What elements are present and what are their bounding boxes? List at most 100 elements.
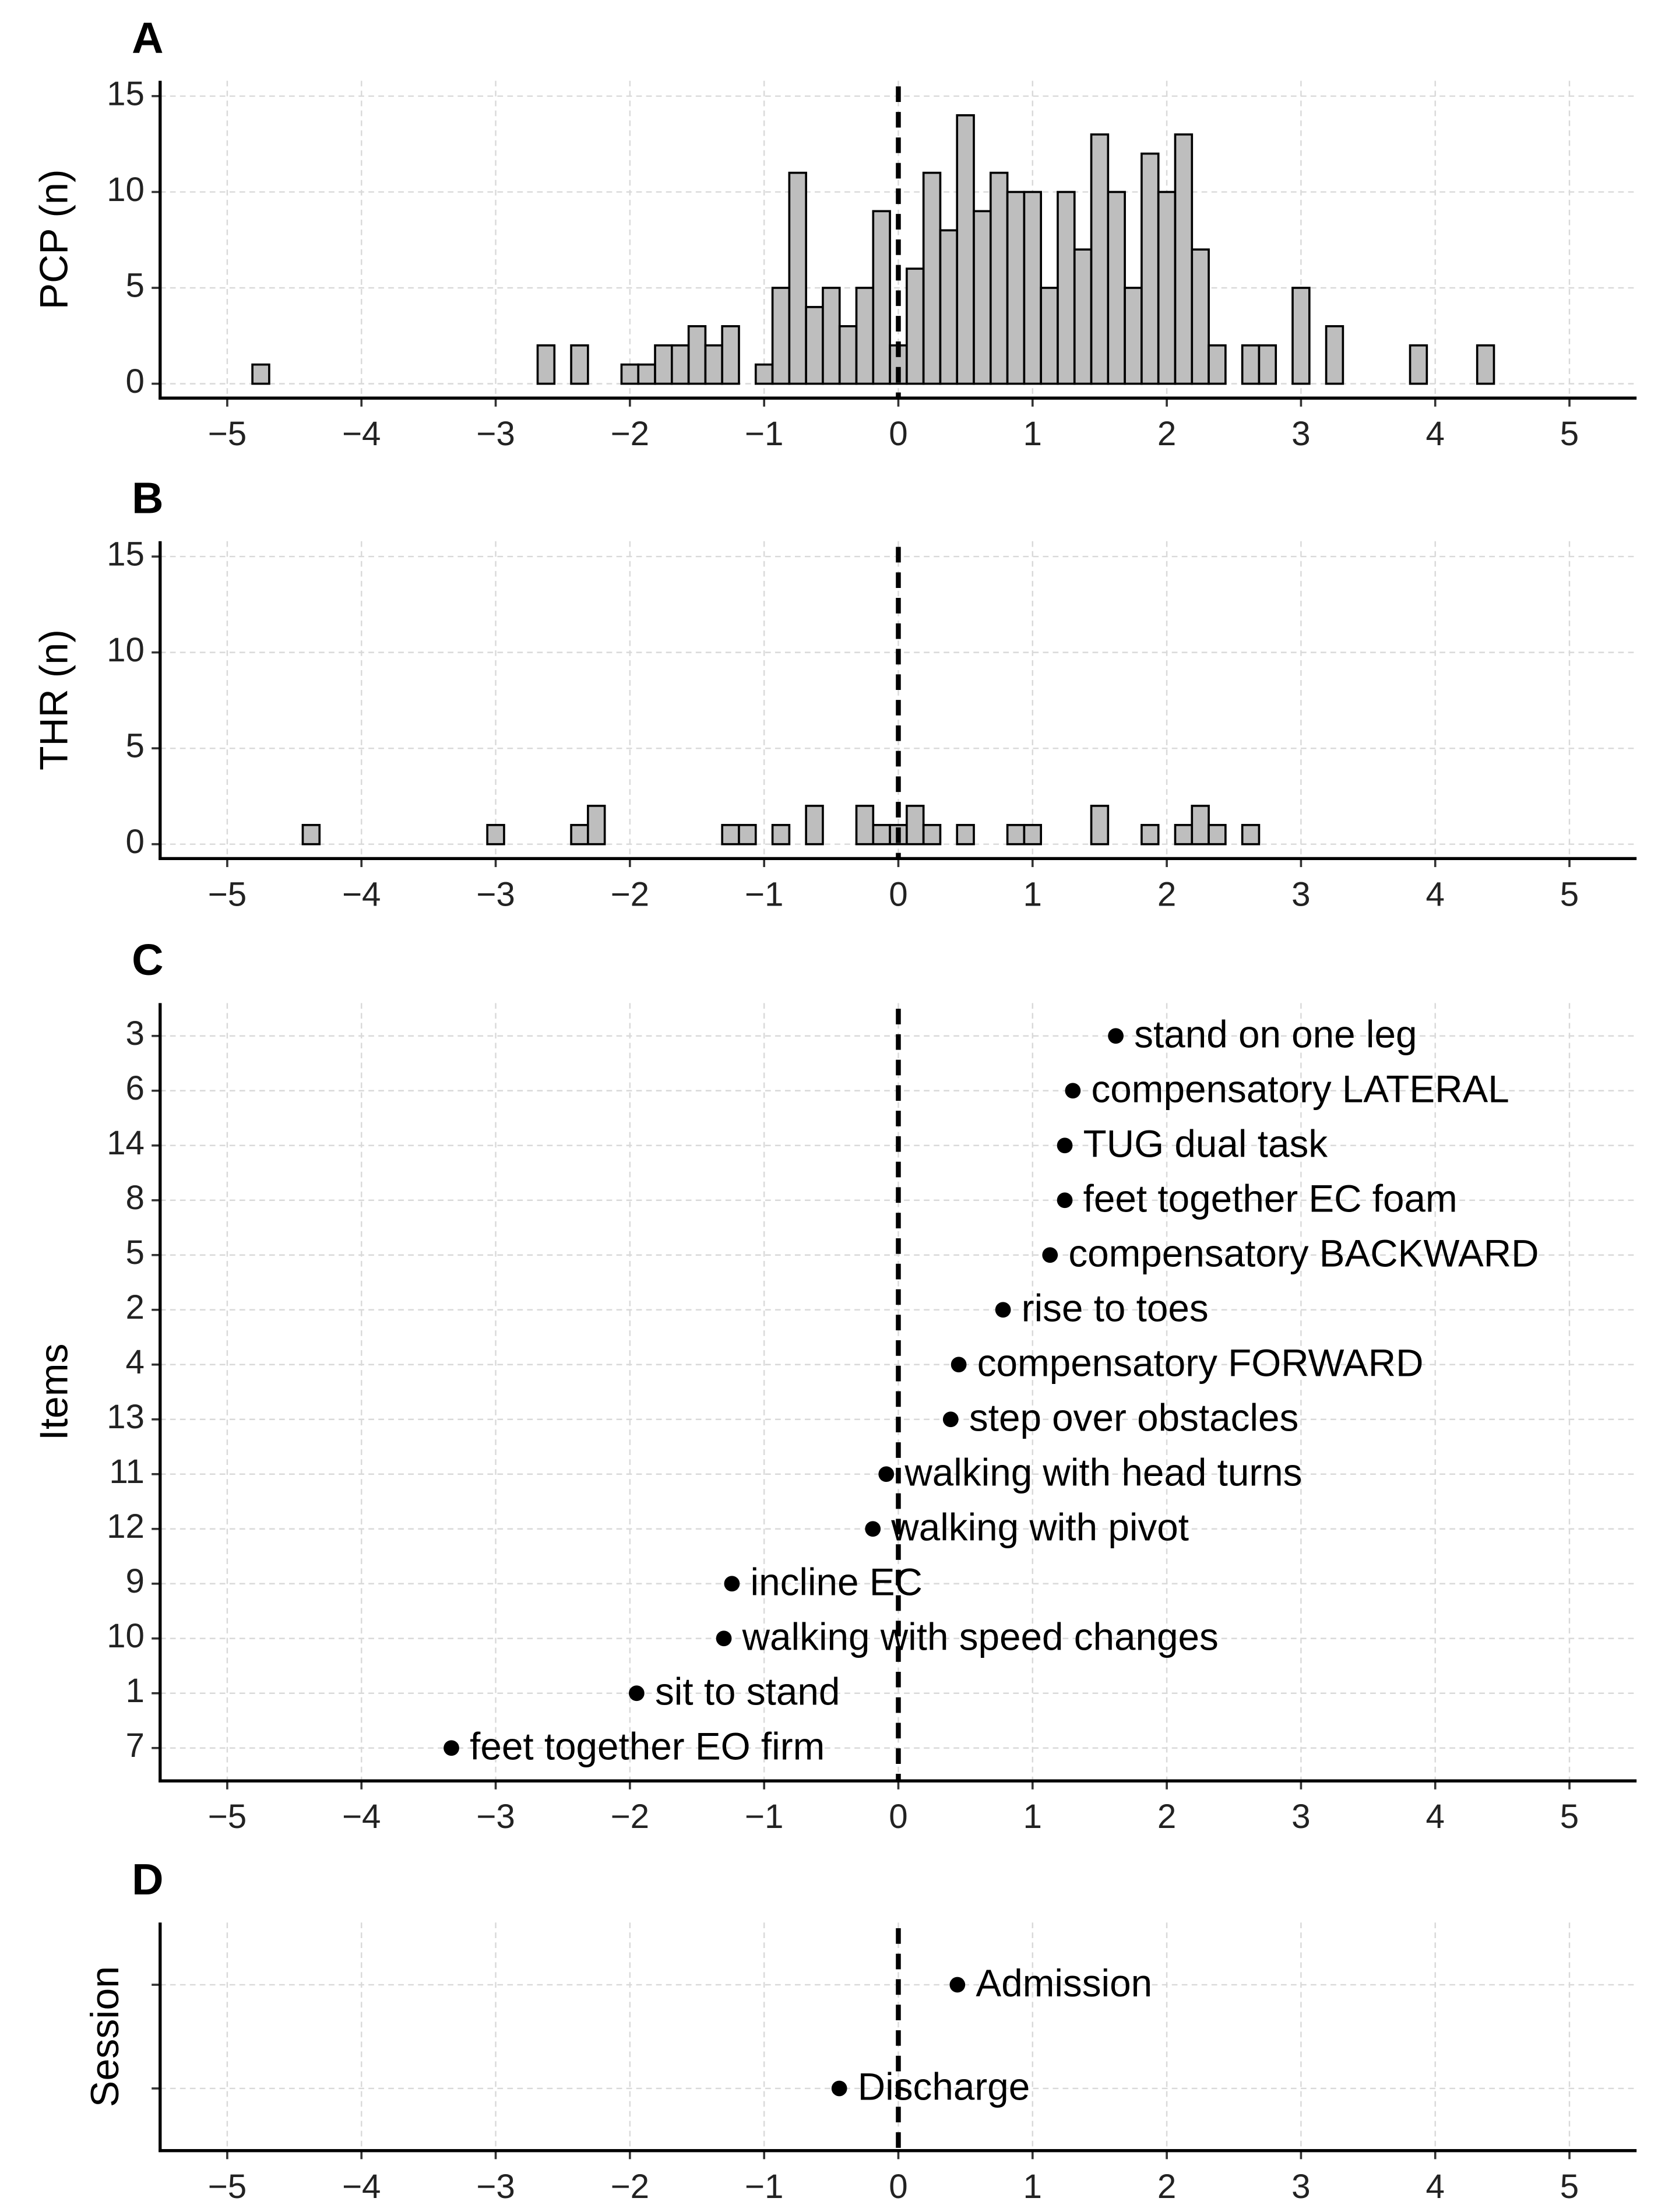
x-tick-label: −3 — [476, 1798, 515, 1836]
bar — [1174, 823, 1194, 846]
bar — [805, 805, 824, 846]
x-tick-label: −2 — [611, 415, 650, 453]
y-tick-label: 7 — [126, 1727, 145, 1764]
bar — [838, 325, 858, 385]
bar — [1057, 191, 1076, 385]
y-tick-label: 12 — [107, 1507, 145, 1545]
x-tick-label: 0 — [889, 2168, 907, 2206]
bar — [251, 363, 270, 385]
bar — [1291, 287, 1311, 385]
bar — [805, 306, 824, 385]
bar — [1090, 805, 1110, 846]
bar — [687, 325, 707, 385]
x-tick-label: 1 — [1023, 2168, 1042, 2206]
x-tick-label: −3 — [476, 875, 515, 913]
bar — [956, 114, 975, 385]
bar — [587, 805, 606, 846]
x-tick-label: −1 — [745, 1798, 784, 1836]
x-tick-label: 0 — [889, 415, 907, 453]
y-tick-label: 0 — [126, 823, 145, 861]
bar — [671, 344, 690, 385]
x-tick-label: 1 — [1023, 875, 1042, 913]
bar — [637, 363, 656, 385]
y-tick-label: 6 — [126, 1069, 145, 1107]
point-label: Admission — [976, 1962, 1152, 2005]
bar — [704, 344, 724, 385]
x-tick-label: −4 — [342, 875, 381, 913]
bar — [1258, 344, 1277, 385]
bar — [1141, 152, 1160, 385]
bar — [620, 363, 640, 385]
bar — [1241, 823, 1261, 846]
point — [1057, 1192, 1073, 1209]
bar — [956, 823, 975, 846]
x-tick-label: −4 — [342, 415, 381, 453]
x-tick-label: 5 — [1560, 415, 1579, 453]
bar — [1191, 805, 1210, 846]
point-label: sit to stand — [655, 1671, 840, 1713]
bar — [906, 805, 925, 846]
y-tick-label: 15 — [107, 75, 145, 112]
x-tick-label: −4 — [342, 2168, 381, 2206]
point-label: feet together EO firm — [470, 1725, 825, 1768]
panel-letter: C — [132, 935, 163, 984]
bar — [1006, 191, 1026, 385]
y-tick-label: 10 — [107, 171, 145, 209]
bar — [1241, 344, 1261, 385]
point — [443, 1740, 459, 1756]
bar — [570, 823, 589, 846]
y-tick-label: 5 — [126, 1234, 145, 1271]
x-tick-label: 4 — [1425, 415, 1444, 453]
x-tick-label: 4 — [1425, 875, 1444, 913]
x-tick-label: −4 — [342, 1798, 381, 1836]
panel-letter: A — [132, 13, 163, 62]
x-tick-label: 1 — [1023, 1798, 1042, 1836]
bar — [1023, 823, 1043, 846]
y-tick-label: 0 — [126, 362, 145, 400]
y-tick-label: 5 — [126, 266, 145, 304]
y-axis-title: Items — [31, 1344, 76, 1440]
bar — [855, 805, 875, 846]
bar — [872, 823, 891, 846]
bar — [1124, 287, 1143, 385]
bar — [654, 344, 673, 385]
x-tick-label: 5 — [1560, 875, 1579, 913]
x-tick-label: −5 — [208, 415, 247, 453]
point — [831, 2080, 847, 2097]
point-label: incline EC — [750, 1561, 922, 1604]
y-axis-title: Session — [83, 1966, 127, 2107]
point — [951, 1357, 967, 1373]
y-tick-label: 2 — [126, 1288, 145, 1326]
y-tick-label: 11 — [109, 1453, 145, 1491]
bar — [771, 287, 791, 385]
y-tick-label: 4 — [126, 1343, 145, 1381]
bar — [1023, 191, 1043, 385]
x-tick-label: 4 — [1425, 1798, 1444, 1836]
point-label: step over obstacles — [969, 1397, 1298, 1439]
x-tick-label: −2 — [611, 875, 650, 913]
point — [1108, 1028, 1124, 1044]
bar — [788, 171, 807, 385]
point-label: rise to toes — [1022, 1287, 1209, 1330]
x-tick-label: 3 — [1291, 415, 1310, 453]
bar — [1107, 191, 1126, 385]
bar — [1073, 248, 1093, 385]
bar — [738, 823, 757, 846]
bar — [939, 229, 959, 385]
x-tick-label: 2 — [1157, 875, 1176, 913]
bar — [721, 823, 740, 846]
point — [949, 1977, 966, 1993]
x-tick-label: 4 — [1425, 2168, 1444, 2206]
x-tick-label: 2 — [1157, 415, 1176, 453]
x-tick-label: 3 — [1291, 875, 1310, 913]
bar — [486, 823, 505, 846]
point — [1057, 1137, 1073, 1154]
point — [724, 1576, 740, 1592]
x-tick-label: −1 — [745, 415, 784, 453]
bar — [1208, 823, 1227, 846]
y-tick-label: 9 — [126, 1562, 145, 1600]
point — [942, 1411, 959, 1428]
bar — [822, 287, 841, 385]
bar — [721, 325, 740, 385]
